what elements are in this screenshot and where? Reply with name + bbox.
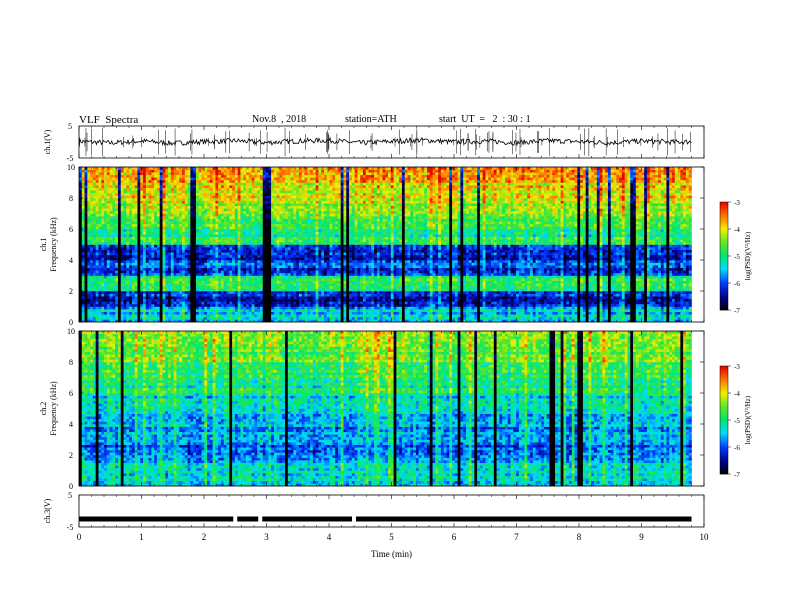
- ch1-spectrogram-ytick-8: 8: [69, 194, 73, 203]
- ch2-spectrogram-cbar-tick--6: -6: [734, 444, 740, 452]
- date-label: Nov.8 , 2018: [252, 114, 306, 125]
- ch1-waveform-frame: [78, 125, 705, 159]
- ch2-spectrogram-ylabel-frequency: Frequency (kHz): [49, 381, 58, 436]
- ch2-spectrogram-cbar-tick--5: -5: [734, 417, 740, 425]
- ch3-waveform-frame: [78, 494, 705, 528]
- ch3-waveform-gap-0: [233, 516, 238, 522]
- x-tick-label-7: 7: [514, 532, 519, 542]
- ch1-spectrogram-cbar-tick--3: -3: [734, 199, 740, 207]
- ch2-spectrogram-cbar-tick--4: -4: [734, 390, 740, 398]
- ch1-spectrogram-ylabel-frequency: Frequency (kHz): [49, 217, 58, 272]
- ch1-spectrogram-ytick-2: 2: [69, 287, 73, 296]
- ch2-spectrogram-ytick-2: 2: [69, 451, 73, 460]
- ch2-spectrogram-ytick-10: 10: [67, 327, 75, 336]
- ch1-spectrogram-cbar-tick--5: -5: [734, 253, 740, 261]
- ch1-waveform-trace: [78, 136, 692, 147]
- ch2-spectrogram-colorbar-label: log(PSD)(V²/Hz): [744, 395, 752, 444]
- ch1-spectrogram-colorbar-label: log(PSD)(V²/Hz): [744, 231, 752, 280]
- ch1-spectrogram-cells: [79, 167, 692, 323]
- ch2-spectrogram-cbar-tick--7: -7: [734, 471, 740, 479]
- ch2-spectrogram-cbar-tick--3: -3: [734, 363, 740, 371]
- ch1-spectrogram-ytick-6: 6: [69, 225, 73, 234]
- x-tick-label-6: 6: [452, 532, 457, 542]
- ch3-waveform-ytick--5: -5: [67, 523, 74, 532]
- ch3-waveform-trace: [79, 516, 692, 522]
- ch3-waveform-gap-2: [352, 516, 356, 522]
- ch2-spectrogram-cells: [79, 331, 692, 487]
- x-axis-label: Time (min): [371, 549, 412, 559]
- ch1-spectrogram-ytick-0: 0: [69, 318, 73, 327]
- ch3-waveform-ylabel: ch.3(V): [43, 498, 52, 523]
- ch2-spectrogram-ytick-4: 4: [69, 420, 73, 429]
- start-time-label: start UT = 2 : 30 : 1: [439, 114, 531, 125]
- x-tick-label-2: 2: [202, 532, 207, 542]
- ch1-spectrogram-ytick-4: 4: [69, 256, 73, 265]
- ch1-spectrogram-cbar-tick--4: -4: [734, 226, 740, 234]
- x-tick-label-5: 5: [389, 532, 394, 542]
- ch1-spectrogram-cbar-tick--7: -7: [734, 307, 740, 315]
- ch1-waveform-ytick-5: 5: [68, 122, 72, 131]
- ch1-spectrogram-cbar-tick--6: -6: [734, 280, 740, 288]
- ch1-spectrogram-colorbar: [720, 202, 728, 311]
- ch2-spectrogram-ytick-8: 8: [69, 358, 73, 367]
- x-tick-label-4: 4: [327, 532, 332, 542]
- x-tick-label-9: 9: [639, 532, 644, 542]
- ch1-waveform-ylabel: ch.1(V): [43, 129, 52, 154]
- ch3-waveform-gap-1: [258, 516, 263, 522]
- ch2-spectrogram-ytick-6: 6: [69, 389, 73, 398]
- ch3-waveform-ytick-5: 5: [68, 491, 72, 500]
- ch1-spectrogram-ytick-10: 10: [67, 163, 75, 172]
- x-tick-label-0: 0: [77, 532, 82, 542]
- ch1-spectrogram-ylabel-channel: ch.1: [39, 238, 48, 252]
- figure-title: VLF Spectra: [79, 114, 138, 126]
- ch2-spectrogram-colorbar: [720, 366, 728, 475]
- x-tick-label-8: 8: [577, 532, 582, 542]
- x-tick-label-10: 10: [700, 532, 710, 542]
- ch1-waveform-ytick--5: -5: [67, 154, 74, 163]
- x-tick-label-3: 3: [264, 532, 269, 542]
- ch2-spectrogram-ylabel-channel: ch.2: [39, 402, 48, 416]
- x-tick-label-1: 1: [139, 532, 144, 542]
- ch2-spectrogram-ytick-0: 0: [69, 482, 73, 491]
- station-label: station=ATH: [345, 114, 397, 125]
